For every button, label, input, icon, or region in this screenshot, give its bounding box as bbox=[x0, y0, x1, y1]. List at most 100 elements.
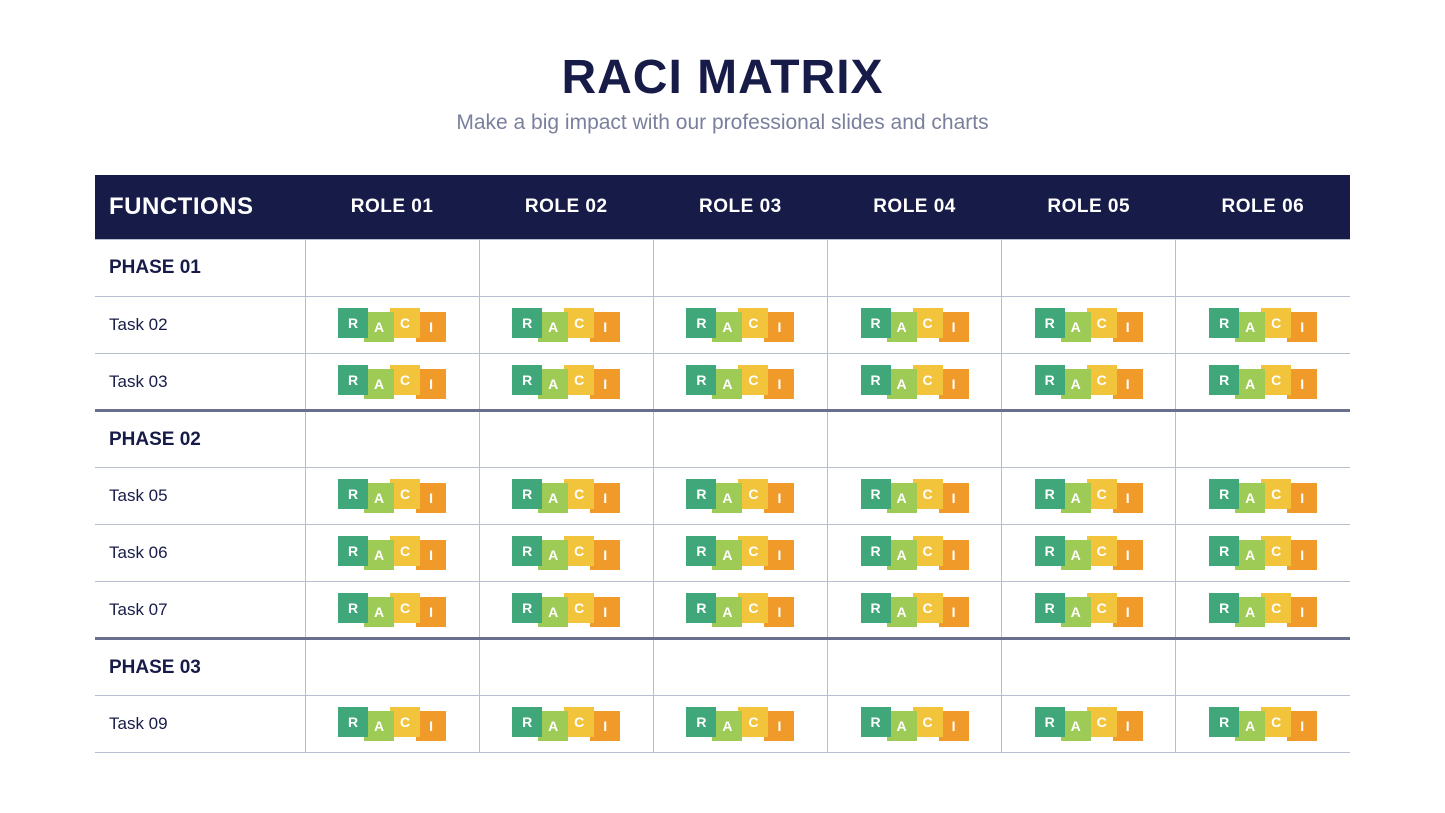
cell: RACI bbox=[827, 525, 1001, 582]
raci-i: I bbox=[1287, 597, 1317, 627]
raci-table: FUNCTIONS ROLE 01 ROLE 02 ROLE 03 ROLE 0… bbox=[95, 175, 1350, 753]
task-row: Task 06RACIRACIRACIRACIRACIRACI bbox=[95, 525, 1350, 582]
phase-row: PHASE 03 bbox=[95, 639, 1350, 696]
raci-i: I bbox=[764, 597, 794, 627]
cell bbox=[479, 639, 653, 696]
raci-r: R bbox=[1035, 365, 1065, 395]
raci-badge: RACI bbox=[686, 308, 794, 342]
raci-i: I bbox=[1113, 483, 1143, 513]
raci-badge: RACI bbox=[1209, 593, 1317, 627]
cell: RACI bbox=[653, 696, 827, 753]
raci-badge: RACI bbox=[861, 479, 969, 513]
cell: RACI bbox=[1176, 297, 1350, 354]
raci-i: I bbox=[590, 540, 620, 570]
task-label: Task 07 bbox=[95, 582, 305, 639]
raci-r: R bbox=[1209, 365, 1239, 395]
cell: RACI bbox=[827, 582, 1001, 639]
cell: RACI bbox=[305, 354, 479, 411]
raci-c: C bbox=[738, 365, 768, 395]
raci-badge: RACI bbox=[1209, 479, 1317, 513]
raci-i: I bbox=[939, 540, 969, 570]
raci-c: C bbox=[738, 479, 768, 509]
raci-badge: RACI bbox=[686, 593, 794, 627]
raci-r: R bbox=[1209, 707, 1239, 737]
raci-c: C bbox=[564, 365, 594, 395]
raci-badge: RACI bbox=[861, 308, 969, 342]
raci-a: A bbox=[712, 483, 742, 513]
raci-i: I bbox=[1287, 483, 1317, 513]
raci-a: A bbox=[887, 312, 917, 342]
raci-i: I bbox=[1287, 312, 1317, 342]
raci-c: C bbox=[1087, 365, 1117, 395]
cell: RACI bbox=[827, 297, 1001, 354]
raci-i: I bbox=[939, 711, 969, 741]
raci-r: R bbox=[1209, 308, 1239, 338]
raci-badge: RACI bbox=[338, 536, 446, 570]
raci-r: R bbox=[512, 308, 542, 338]
raci-i: I bbox=[1113, 711, 1143, 741]
cell: RACI bbox=[653, 468, 827, 525]
raci-r: R bbox=[338, 365, 368, 395]
raci-a: A bbox=[1235, 483, 1265, 513]
raci-a: A bbox=[364, 711, 394, 741]
cell: RACI bbox=[1176, 582, 1350, 639]
raci-i: I bbox=[1287, 369, 1317, 399]
raci-c: C bbox=[390, 707, 420, 737]
raci-c: C bbox=[1087, 308, 1117, 338]
task-label: Task 06 bbox=[95, 525, 305, 582]
cell bbox=[653, 240, 827, 297]
raci-c: C bbox=[564, 707, 594, 737]
cell bbox=[305, 240, 479, 297]
cell: RACI bbox=[827, 354, 1001, 411]
header-role-2: ROLE 02 bbox=[479, 175, 653, 240]
phase-row: PHASE 01 bbox=[95, 240, 1350, 297]
raci-r: R bbox=[686, 593, 716, 623]
raci-i: I bbox=[416, 369, 446, 399]
raci-c: C bbox=[564, 308, 594, 338]
cell: RACI bbox=[1002, 297, 1176, 354]
raci-r: R bbox=[1209, 479, 1239, 509]
raci-a: A bbox=[1235, 540, 1265, 570]
raci-badge: RACI bbox=[512, 479, 620, 513]
cell bbox=[479, 411, 653, 468]
raci-badge: RACI bbox=[1035, 479, 1143, 513]
raci-i: I bbox=[939, 312, 969, 342]
cell bbox=[479, 240, 653, 297]
raci-c: C bbox=[1261, 365, 1291, 395]
raci-c: C bbox=[738, 308, 768, 338]
raci-c: C bbox=[390, 593, 420, 623]
cell: RACI bbox=[653, 582, 827, 639]
cell: RACI bbox=[479, 297, 653, 354]
raci-badge: RACI bbox=[1035, 707, 1143, 741]
header-row: FUNCTIONS ROLE 01 ROLE 02 ROLE 03 ROLE 0… bbox=[95, 175, 1350, 240]
raci-i: I bbox=[939, 369, 969, 399]
raci-c: C bbox=[1087, 479, 1117, 509]
raci-i: I bbox=[590, 483, 620, 513]
cell bbox=[305, 639, 479, 696]
raci-a: A bbox=[364, 540, 394, 570]
raci-a: A bbox=[538, 711, 568, 741]
cell: RACI bbox=[1002, 468, 1176, 525]
raci-badge: RACI bbox=[861, 536, 969, 570]
raci-badge: RACI bbox=[338, 365, 446, 399]
raci-c: C bbox=[1261, 308, 1291, 338]
cell: RACI bbox=[479, 525, 653, 582]
cell bbox=[1002, 240, 1176, 297]
cell: RACI bbox=[1002, 696, 1176, 753]
raci-c: C bbox=[1261, 479, 1291, 509]
raci-i: I bbox=[416, 540, 446, 570]
raci-a: A bbox=[712, 597, 742, 627]
raci-badge: RACI bbox=[861, 707, 969, 741]
raci-r: R bbox=[338, 536, 368, 566]
cell: RACI bbox=[1002, 354, 1176, 411]
raci-badge: RACI bbox=[512, 593, 620, 627]
raci-badge: RACI bbox=[686, 536, 794, 570]
header-role-3: ROLE 03 bbox=[653, 175, 827, 240]
raci-a: A bbox=[1235, 597, 1265, 627]
raci-badge: RACI bbox=[1209, 308, 1317, 342]
cell: RACI bbox=[1002, 525, 1176, 582]
cell: RACI bbox=[1002, 582, 1176, 639]
raci-i: I bbox=[764, 312, 794, 342]
raci-a: A bbox=[712, 312, 742, 342]
raci-badge: RACI bbox=[861, 593, 969, 627]
